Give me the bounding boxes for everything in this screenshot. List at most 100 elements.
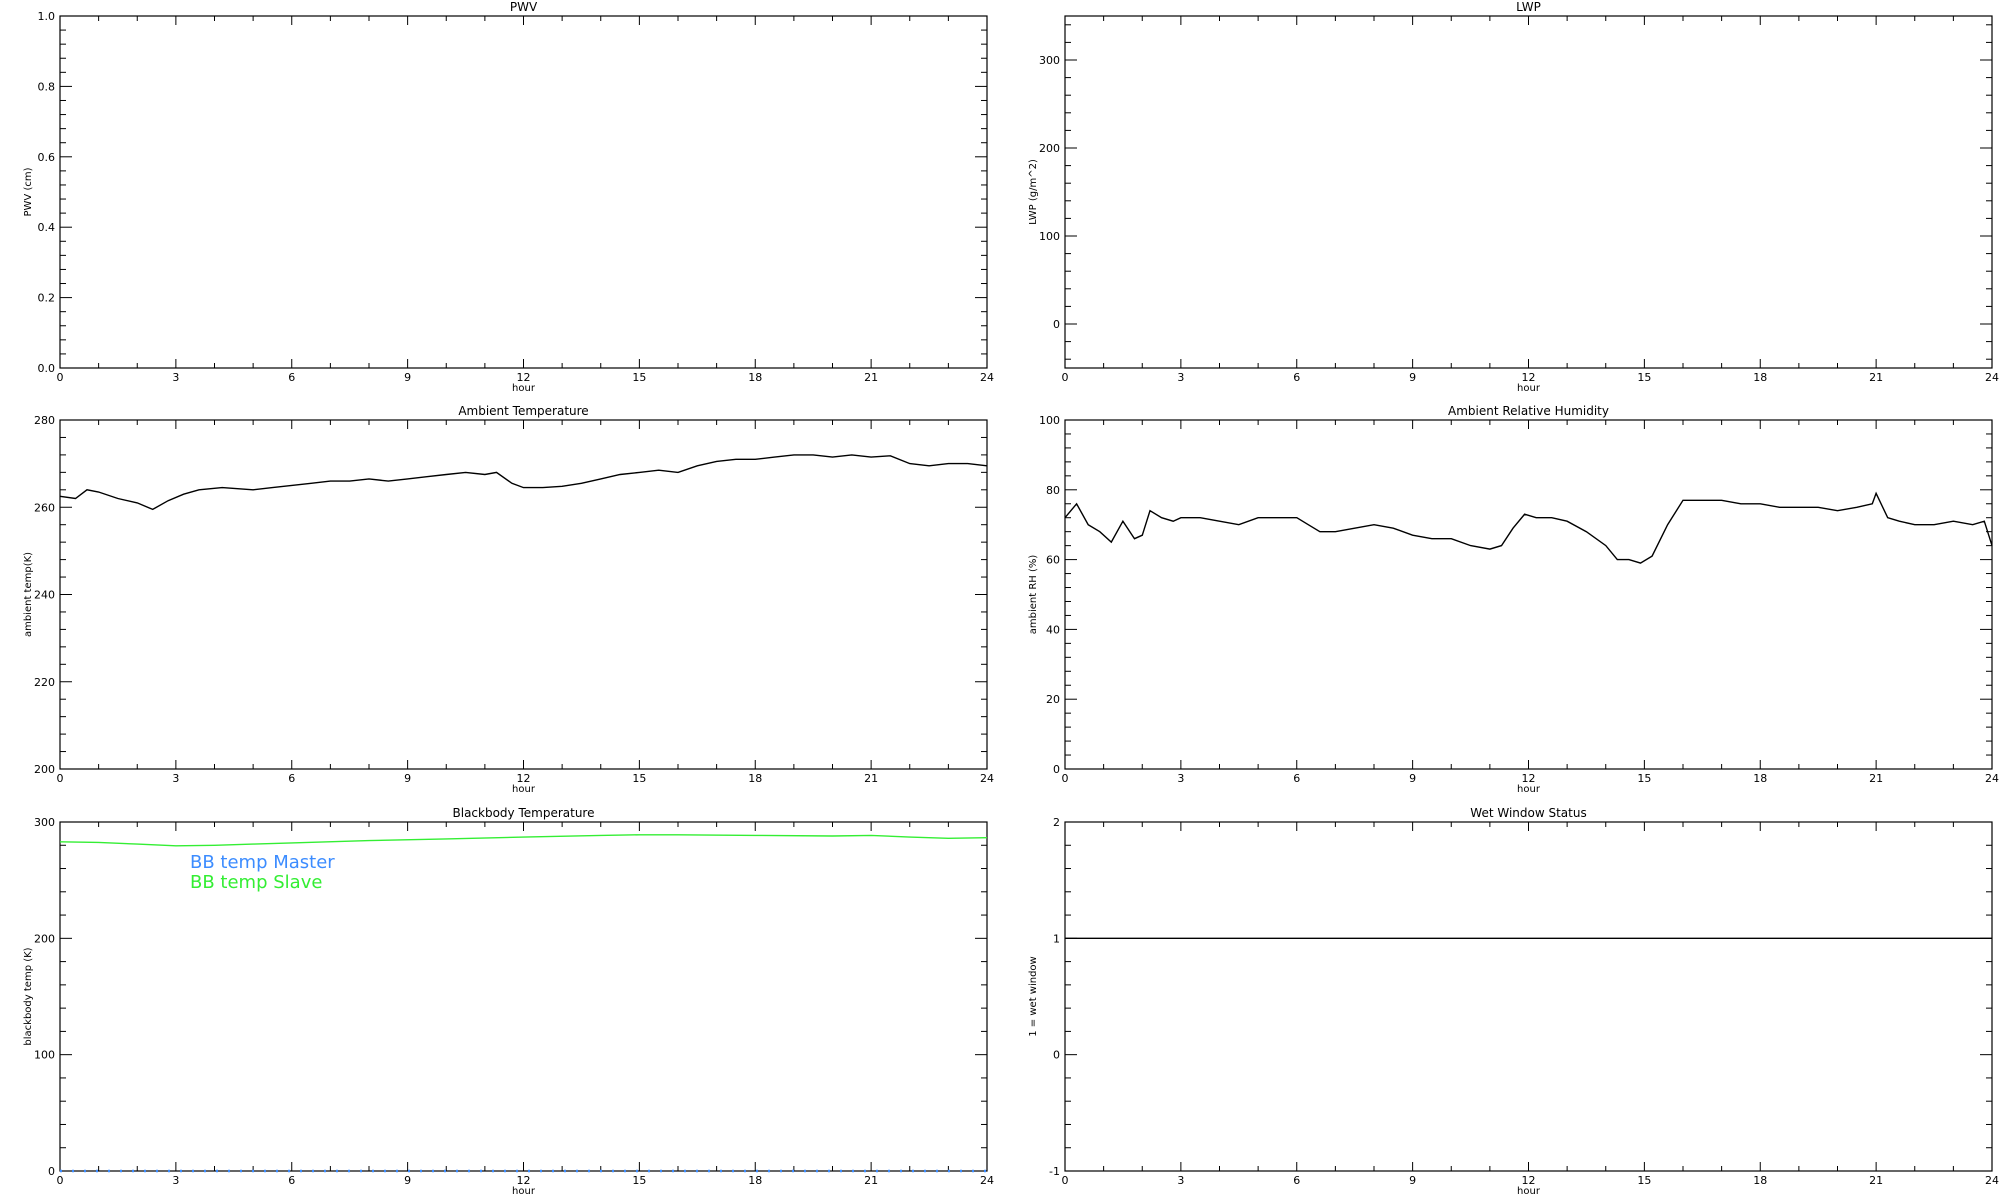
x-tick-label-6: 6: [288, 371, 295, 384]
x-tick-label-3: 3: [172, 1174, 179, 1187]
chart-title: LWP: [1516, 0, 1541, 14]
y-tick-label-0: 0: [1053, 318, 1060, 331]
x-tick-label-12: 12: [517, 371, 531, 384]
x-tick-label-0: 0: [57, 371, 64, 384]
x-tick-label-3: 3: [1177, 772, 1184, 785]
x-tick-label-21: 21: [864, 772, 878, 785]
x-tick-label-18: 18: [748, 772, 762, 785]
series-line-1: [1064, 491, 1993, 564]
y-tick-label-0-8: 0.8: [38, 80, 56, 93]
x-tick-label-6: 6: [1293, 772, 1300, 785]
y-tick-label-1: 1: [1053, 932, 1060, 945]
x-tick-label-21: 21: [864, 1174, 878, 1187]
x-tick-label-6: 6: [1293, 1174, 1300, 1187]
x-tick-label-15: 15: [632, 371, 646, 384]
y-tick-label-0-4: 0.4: [38, 221, 56, 234]
x-tick-label-9: 9: [1409, 772, 1416, 785]
plot-frame: [1064, 15, 1993, 369]
x-tick-label-3: 3: [1177, 371, 1184, 384]
x-tick-label-3: 3: [172, 772, 179, 785]
chart-panel-5: Blackbody Temperature 0 3 6 9 12 15 18 21 24 hour 0…: [23, 806, 994, 1197]
y-tick-label-0: 0: [1053, 763, 1060, 776]
x-tick-label-6: 6: [288, 1174, 295, 1187]
chart-panel-3: Ambient Temperature 0 3 6 9 12 15 18 21 24 hour 200…: [23, 404, 994, 795]
x-tick-label-12: 12: [517, 772, 531, 785]
x-tick-label-0: 0: [57, 1174, 64, 1187]
x-tick-label-18: 18: [1753, 772, 1767, 785]
x-tick-label-9: 9: [1409, 1174, 1416, 1187]
x-tick-label-18: 18: [748, 371, 762, 384]
x-tick-label-15: 15: [1637, 1174, 1651, 1187]
y-tick-label-0-2: 0.2: [38, 292, 56, 305]
x-tick-label-6: 6: [288, 772, 295, 785]
y-tick-label-40: 40: [1046, 623, 1060, 636]
chart-panel-2: LWP 0 3 6 9 12 15 18 21 24 hour 0 100 200 300 LWP (g/m^…: [1028, 0, 1999, 394]
y-axis-label: 1 = wet window: [1028, 956, 1039, 1036]
x-tick-label-15: 15: [632, 772, 646, 785]
y-tick-label-200: 200: [34, 763, 55, 776]
y-tick-label-0: 0: [48, 1165, 55, 1178]
y-tick-label-0: 0: [1053, 1049, 1060, 1062]
y-tick-label-300: 300: [34, 816, 55, 829]
x-tick-label-18: 18: [1753, 1174, 1767, 1187]
x-tick-label-0: 0: [57, 772, 64, 785]
chart-title: Ambient Temperature: [458, 404, 588, 418]
legend-entry-bb-temp-master: BB temp Master: [190, 852, 335, 873]
series-line-1: [59, 454, 988, 511]
y-tick-label-200: 200: [1039, 142, 1060, 155]
y-tick-label-200: 200: [34, 932, 55, 945]
y-tick-label-0-0: 0.0: [38, 362, 56, 375]
x-tick-label-21: 21: [1869, 371, 1883, 384]
y-tick-label-100: 100: [1039, 414, 1060, 427]
x-tick-label-6: 6: [1293, 371, 1300, 384]
plot-frame: [1064, 821, 1993, 1172]
chart-panel-4: Ambient Relative Humidity 0 3 6 9 12 15 18 21 24 h…: [1028, 404, 1999, 795]
x-tick-label-24: 24: [1985, 1174, 1999, 1187]
y-axis-label: blackbody temp (K): [23, 947, 34, 1045]
chart-title: Wet Window Status: [1470, 806, 1586, 820]
y-tick-label-80: 80: [1046, 484, 1060, 497]
x-tick-label-9: 9: [404, 772, 411, 785]
x-tick-label-24: 24: [980, 371, 994, 384]
y-tick-label-100: 100: [34, 1049, 55, 1062]
legend-entry-bb-temp-slave: BB temp Slave: [190, 872, 322, 893]
x-axis-label: hour: [1517, 1186, 1541, 1197]
chart-title: Ambient Relative Humidity: [1448, 404, 1609, 418]
x-tick-label-24: 24: [1985, 772, 1999, 785]
plot-frame: [59, 15, 988, 369]
plot-frame: [59, 419, 988, 770]
x-tick-label-0: 0: [1062, 1174, 1069, 1187]
x-tick-label-21: 21: [1869, 772, 1883, 785]
x-tick-label-9: 9: [404, 1174, 411, 1187]
x-axis-label: hour: [512, 383, 536, 394]
x-tick-label-9: 9: [1409, 371, 1416, 384]
y-tick-label--1: -1: [1049, 1165, 1060, 1178]
y-tick-label-0-6: 0.6: [38, 151, 56, 164]
chart-title: Blackbody Temperature: [453, 806, 595, 820]
x-tick-label-24: 24: [1985, 371, 1999, 384]
x-tick-label-0: 0: [1062, 772, 1069, 785]
y-tick-label-280: 280: [34, 414, 55, 427]
x-tick-label-12: 12: [1522, 371, 1536, 384]
x-tick-label-15: 15: [1637, 371, 1651, 384]
plot-frame: [1064, 419, 1993, 770]
y-tick-label-1-0: 1.0: [38, 10, 56, 23]
x-axis-label: hour: [1517, 784, 1541, 795]
y-tick-label-2: 2: [1053, 816, 1060, 829]
x-tick-label-12: 12: [1522, 772, 1536, 785]
x-tick-label-12: 12: [517, 1174, 531, 1187]
x-tick-label-21: 21: [864, 371, 878, 384]
chart-title: PWV: [510, 0, 538, 14]
x-tick-label-15: 15: [632, 1174, 646, 1187]
x-tick-label-12: 12: [1522, 1174, 1536, 1187]
y-tick-label-300: 300: [1039, 54, 1060, 67]
y-tick-label-220: 220: [34, 676, 55, 689]
y-tick-label-240: 240: [34, 589, 55, 602]
y-axis-label: LWP (g/m^2): [1028, 159, 1039, 225]
x-tick-label-0: 0: [1062, 371, 1069, 384]
y-tick-label-20: 20: [1046, 693, 1060, 706]
chart-panel-1: PWV 0 3 6 9 12 15 18 21 24 hour 0.0 0.2 0.4 0.6 0.8 1.0 P…: [23, 0, 994, 394]
x-tick-label-18: 18: [1753, 371, 1767, 384]
